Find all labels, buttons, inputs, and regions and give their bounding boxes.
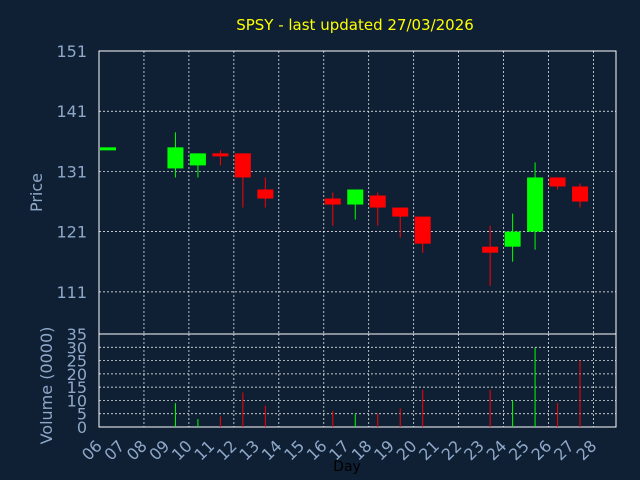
candle-23 xyxy=(482,225,499,286)
candle-body xyxy=(392,207,409,217)
candle-body xyxy=(324,198,341,205)
candles xyxy=(100,132,589,286)
price-tick-label: 151 xyxy=(56,42,87,61)
candle-body xyxy=(572,186,589,202)
candle-09 xyxy=(167,132,184,178)
x-axis-label: Day xyxy=(333,459,361,475)
candle-19 xyxy=(392,207,409,238)
price-axis-label: Price xyxy=(27,173,46,212)
volume-panel xyxy=(98,333,617,428)
candle-26 xyxy=(549,177,566,190)
candle-17 xyxy=(347,189,364,220)
volume-grid xyxy=(99,334,616,427)
price-tick-label: 111 xyxy=(56,283,87,302)
candle-18 xyxy=(369,192,386,226)
candle-20 xyxy=(414,216,431,253)
price-tick-labels: 111 121 131 141 151 xyxy=(56,42,87,302)
candle-body xyxy=(527,177,544,232)
candle-body xyxy=(369,195,386,208)
candle-body xyxy=(212,153,229,157)
candle-25 xyxy=(527,162,544,250)
volume-tick-label: 10 xyxy=(67,391,87,410)
candle-16 xyxy=(324,192,341,226)
price-tick-label: 131 xyxy=(56,162,87,181)
volume-axis-label: Volume (0000) xyxy=(37,327,56,445)
price-tick-label: 121 xyxy=(56,223,87,242)
candle-13 xyxy=(257,177,274,208)
chart-title: SPSY - last updated 27/03/2026 xyxy=(236,16,474,34)
candle-body xyxy=(347,189,364,205)
volume-tick-label: 20 xyxy=(67,365,87,384)
candle-24 xyxy=(504,213,521,262)
x-tick-label: 28 xyxy=(573,436,601,464)
volume-tick-label: 30 xyxy=(67,338,87,357)
volume-tick-label: 5 xyxy=(77,405,87,424)
price-tick-label: 141 xyxy=(56,102,87,121)
volume-tick-label: 0 xyxy=(77,418,87,437)
candle-body xyxy=(504,231,521,247)
candle-06 xyxy=(100,147,116,151)
volume-bars xyxy=(174,347,581,427)
candle-body xyxy=(167,147,184,169)
volume-tick-label: 25 xyxy=(67,352,87,371)
candle-body xyxy=(100,147,116,151)
price-grid xyxy=(99,51,616,334)
volume-tick-label: 15 xyxy=(67,378,87,397)
candle-body xyxy=(482,246,499,253)
volume-tick-label: 35 xyxy=(67,325,87,344)
candle-body xyxy=(257,189,274,199)
candle-body xyxy=(549,177,566,187)
candle-27 xyxy=(572,183,589,208)
candle-12 xyxy=(234,153,251,208)
candle-body xyxy=(234,153,251,178)
candle-body xyxy=(189,153,206,166)
candle-10 xyxy=(189,153,206,178)
candle-body xyxy=(414,216,431,244)
candle-11 xyxy=(212,150,229,166)
